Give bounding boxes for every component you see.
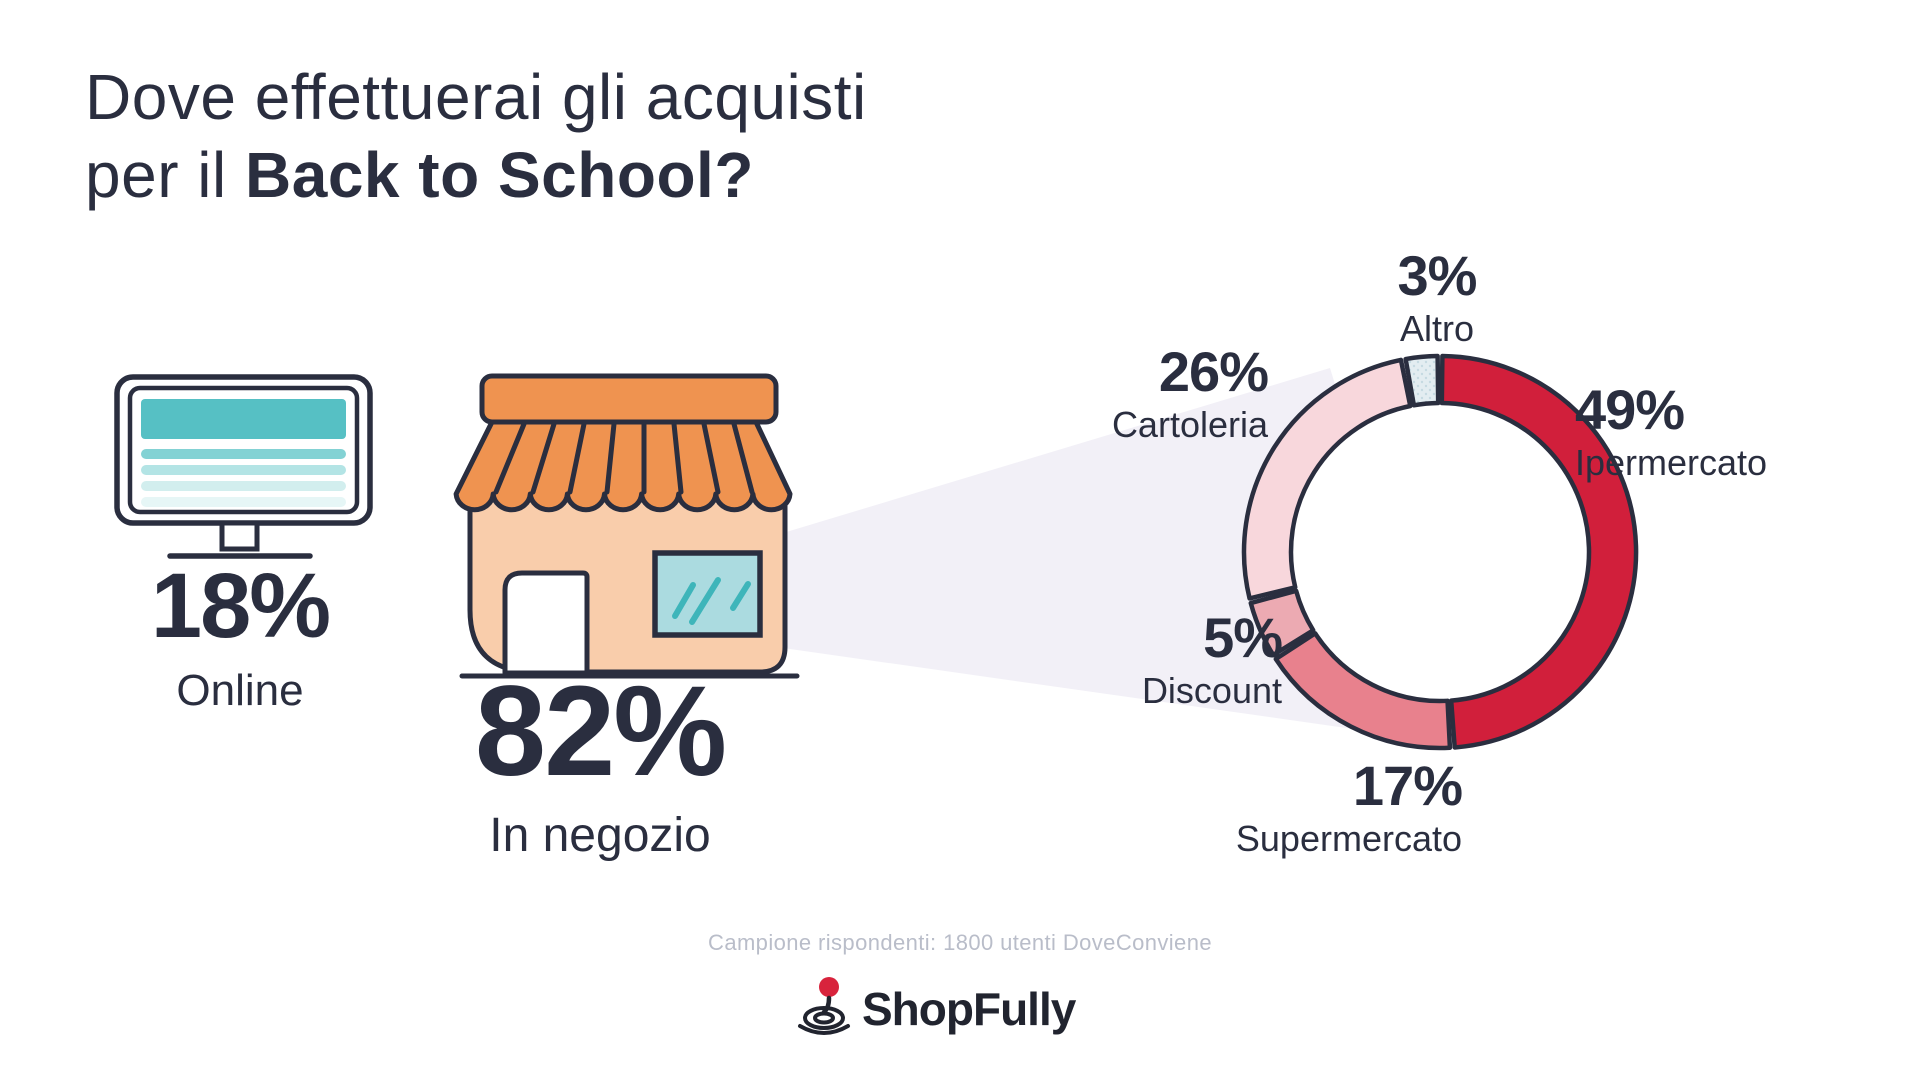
discount-percentage: 5% bbox=[1203, 606, 1283, 669]
screen-line bbox=[141, 497, 346, 507]
brand-name: ShopFully bbox=[862, 983, 1076, 1035]
shopfully-pin-icon bbox=[798, 977, 850, 1035]
title-line2-regular: per il bbox=[85, 139, 245, 211]
donut-segment-altro bbox=[1403, 353, 1441, 408]
title-line2: per il Back to School? bbox=[85, 136, 867, 214]
store-door bbox=[502, 570, 590, 676]
awning-stripes bbox=[493, 421, 755, 495]
segment-label-discount: 5% Discount bbox=[882, 606, 1283, 712]
online-percentage: 18% bbox=[150, 555, 331, 657]
ipermercato-name: Ipermercato bbox=[1575, 442, 1768, 483]
donut-segment-ipermercato bbox=[1439, 353, 1639, 750]
supermercato-percentage: 17% bbox=[1352, 754, 1463, 817]
pin-ripple-outer bbox=[803, 1006, 845, 1030]
page-title: Dove effettuerai gli acquisti per il Bac… bbox=[85, 58, 867, 214]
ipermercato-percentage: 49% bbox=[1575, 378, 1685, 441]
segment-label-cartoleria: 26% Cartoleria bbox=[868, 340, 1269, 446]
donut-hole bbox=[1291, 403, 1589, 701]
altro-name: Altro bbox=[1399, 308, 1475, 349]
cartoleria-name: Cartoleria bbox=[1111, 404, 1268, 445]
in-store-label: In negozio bbox=[489, 809, 711, 862]
segment-label-ipermercato: 49% Ipermercato bbox=[1575, 378, 1920, 484]
pin-ripple-inner bbox=[813, 1011, 835, 1025]
donut-chart bbox=[1241, 353, 1639, 751]
cartoleria-percentage: 26% bbox=[1158, 340, 1269, 403]
donut-segment-discount bbox=[1248, 588, 1316, 658]
screen-line bbox=[141, 465, 346, 475]
stat-in-store: 82% In negozio bbox=[380, 668, 820, 863]
supermercato-name: Supermercato bbox=[1235, 818, 1462, 859]
awning-top-bar bbox=[479, 373, 779, 425]
in-store-percentage: 82% bbox=[474, 660, 727, 803]
altro-percentage: 3% bbox=[1397, 244, 1478, 307]
title-line1: Dove effettuerai gli acquisti bbox=[85, 58, 867, 136]
segment-label-supermercato: 17% Supermercato bbox=[1062, 754, 1463, 860]
computer-monitor-icon bbox=[114, 374, 373, 559]
stat-online: 18% Online bbox=[90, 560, 390, 716]
screen-header-block bbox=[141, 399, 346, 439]
monitor-stand bbox=[219, 520, 260, 552]
pin-ripple-base bbox=[798, 1024, 850, 1035]
title-line2-bold: Back to School? bbox=[245, 139, 754, 211]
window-glare bbox=[672, 577, 751, 625]
discount-name: Discount bbox=[1141, 670, 1282, 711]
screen-line bbox=[141, 481, 346, 491]
donut-segment-supermercato bbox=[1273, 631, 1453, 751]
segment-label-altro: 3% Altro bbox=[1287, 244, 1587, 350]
online-label: Online bbox=[176, 666, 304, 715]
shopfully-logo: ShopFully bbox=[796, 968, 1076, 1042]
sample-caption: Campione rispondenti: 1800 utenti DoveCo… bbox=[708, 930, 1212, 955]
pin-ball bbox=[819, 977, 839, 997]
screen-line bbox=[141, 449, 346, 459]
storefront-icon bbox=[453, 373, 800, 679]
title-line1-text: Dove effettuerai gli acquisti bbox=[85, 61, 867, 133]
donut-segment-cartoleria bbox=[1241, 357, 1413, 601]
